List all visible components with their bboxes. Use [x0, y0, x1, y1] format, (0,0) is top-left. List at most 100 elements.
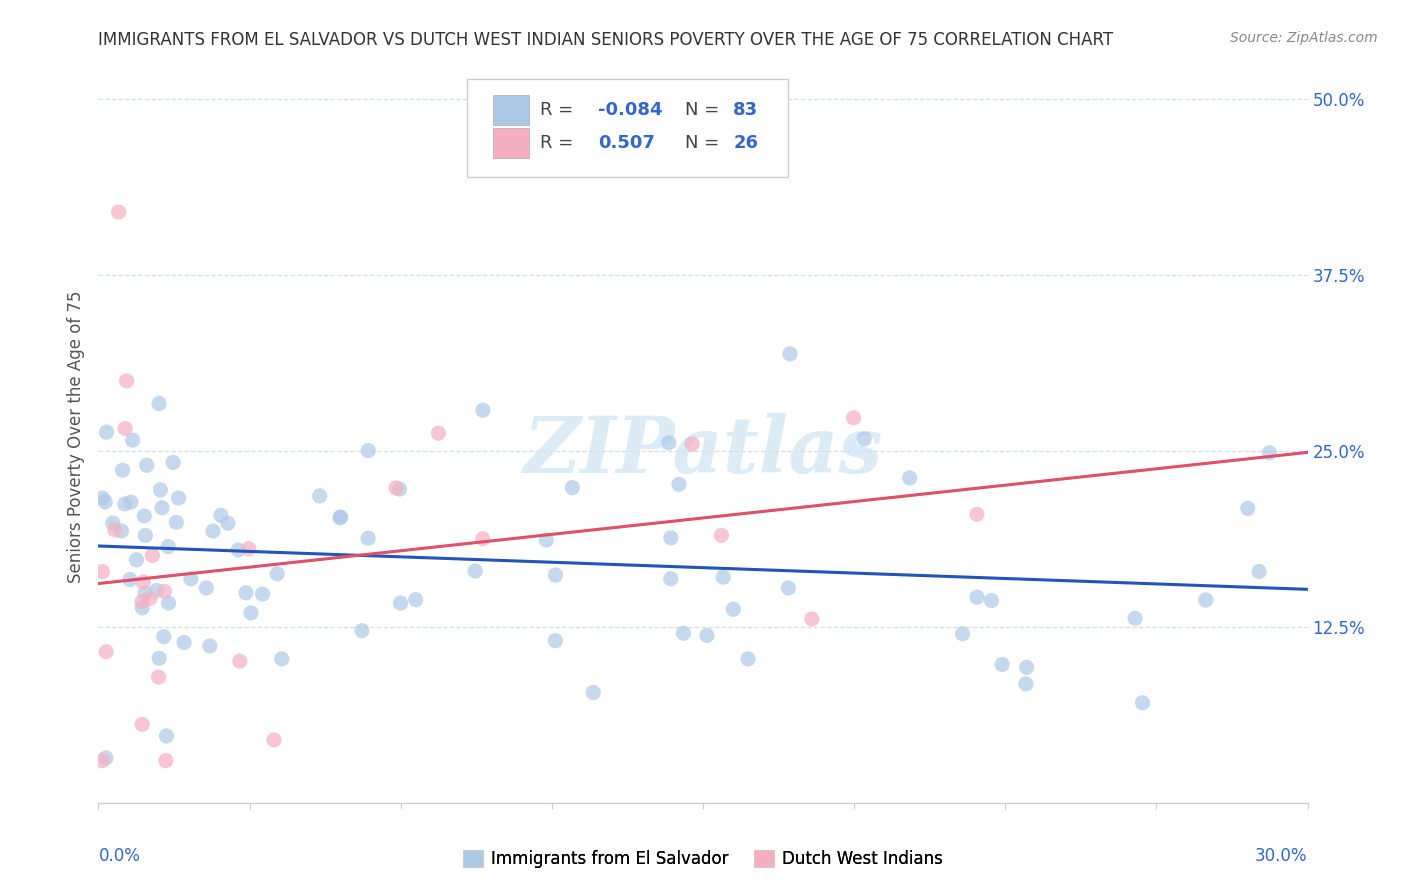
Point	[1249, 565, 1271, 579]
Point	[153, 630, 176, 644]
Point	[110, 524, 132, 538]
Point	[536, 533, 558, 547]
Point	[710, 528, 733, 542]
Point	[139, 591, 162, 606]
Point	[131, 600, 153, 615]
Point	[263, 732, 285, 747]
Point	[229, 654, 252, 668]
Text: Source: ZipAtlas.com: Source: ZipAtlas.com	[1230, 31, 1378, 45]
Point	[114, 421, 136, 435]
Point	[167, 491, 190, 505]
Point	[238, 541, 260, 556]
Legend: Immigrants from El Salvador, Dutch West Indians: Immigrants from El Salvador, Dutch West …	[457, 844, 949, 875]
Point	[778, 581, 800, 595]
Point	[405, 592, 427, 607]
Text: -0.084: -0.084	[598, 101, 662, 120]
Point	[173, 635, 195, 649]
Point	[125, 553, 148, 567]
Point	[157, 540, 180, 554]
Point	[389, 596, 412, 610]
Point	[582, 685, 605, 699]
Y-axis label: Seniors Poverty Over the Age of 75: Seniors Poverty Over the Age of 75	[66, 291, 84, 583]
Point	[145, 583, 167, 598]
Point	[659, 572, 682, 586]
Point	[308, 489, 330, 503]
Point	[659, 531, 682, 545]
Point	[471, 532, 494, 546]
Point	[427, 426, 450, 441]
Point	[153, 584, 176, 599]
Point	[658, 435, 681, 450]
Text: 83: 83	[734, 101, 758, 120]
Text: 0.507: 0.507	[598, 134, 655, 152]
Point	[107, 205, 129, 219]
Point	[226, 543, 249, 558]
Point	[91, 565, 114, 579]
Point	[1132, 696, 1154, 710]
Point	[966, 590, 988, 604]
FancyBboxPatch shape	[492, 128, 529, 158]
Point	[329, 510, 352, 524]
Point	[737, 652, 759, 666]
Point	[94, 495, 117, 509]
Point	[1258, 446, 1281, 460]
Point	[131, 594, 153, 608]
Text: 26: 26	[734, 134, 758, 152]
Point	[134, 508, 156, 523]
Point	[120, 495, 142, 509]
Text: N =: N =	[685, 134, 725, 152]
Text: IMMIGRANTS FROM EL SALVADOR VS DUTCH WEST INDIAN SENIORS POVERTY OVER THE AGE OF: IMMIGRANTS FROM EL SALVADOR VS DUTCH WES…	[98, 31, 1114, 49]
Point	[131, 717, 153, 731]
Point	[104, 523, 127, 537]
Point	[150, 500, 173, 515]
Point	[388, 482, 411, 496]
Point	[1195, 593, 1218, 607]
Point	[217, 516, 239, 531]
Point	[157, 596, 180, 610]
Point	[723, 602, 745, 616]
Point	[149, 483, 172, 497]
Point	[681, 437, 703, 451]
Point	[132, 574, 155, 589]
Point	[114, 497, 136, 511]
Point	[329, 510, 352, 524]
Text: R =: R =	[540, 101, 579, 120]
Point	[91, 754, 114, 768]
Point	[121, 433, 143, 447]
Point	[162, 455, 184, 469]
Point	[148, 651, 170, 665]
Point	[350, 624, 373, 638]
Point	[779, 347, 801, 361]
Point	[239, 606, 262, 620]
FancyBboxPatch shape	[467, 78, 787, 178]
Point	[1015, 677, 1038, 691]
Point	[201, 524, 224, 538]
FancyBboxPatch shape	[492, 95, 529, 125]
Point	[198, 639, 221, 653]
Point	[94, 751, 117, 765]
Point	[853, 432, 876, 446]
Text: N =: N =	[685, 101, 725, 120]
Point	[471, 403, 494, 417]
Point	[966, 508, 988, 522]
Point	[711, 570, 734, 584]
Point	[544, 633, 567, 648]
Point	[148, 396, 170, 410]
Point	[252, 587, 274, 601]
Text: 0.0%: 0.0%	[98, 847, 141, 864]
Point	[464, 564, 486, 578]
Text: ZIPatlas: ZIPatlas	[523, 414, 883, 490]
Point	[1015, 660, 1038, 674]
Point	[842, 410, 865, 425]
Point	[544, 568, 567, 582]
Point	[91, 491, 114, 505]
Point	[115, 374, 138, 388]
Point	[235, 586, 257, 600]
Point	[135, 458, 157, 473]
Point	[270, 652, 292, 666]
Point	[94, 645, 117, 659]
Point	[898, 471, 921, 485]
Point	[195, 581, 218, 595]
Point	[561, 481, 583, 495]
Text: R =: R =	[540, 134, 579, 152]
